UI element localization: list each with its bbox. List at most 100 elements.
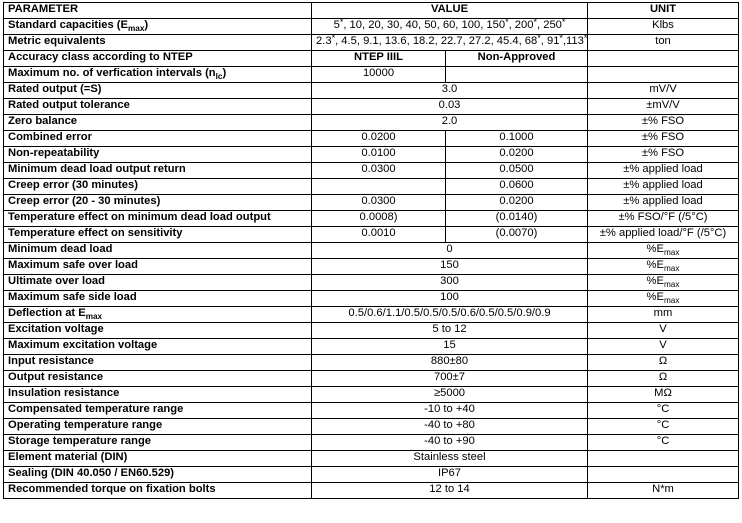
unit-cell: %Emax bbox=[587, 242, 739, 259]
parameter-cell: Non-repeatability bbox=[3, 146, 312, 163]
table-row: Deflection at Emax 0.5/0.6/1.1/0.5/0.5/0.… bbox=[3, 306, 739, 323]
table-row: Input resistance 880±80 Ω bbox=[3, 354, 739, 371]
table-row: Element material (DIN) Stainless steel bbox=[3, 450, 739, 467]
parameter-cell: Creep error (20 - 30 minutes) bbox=[3, 194, 312, 211]
table-row: Temperature effect on sensitivity 0.0010(… bbox=[3, 226, 739, 243]
value-cell-non-approved bbox=[445, 66, 588, 83]
parameter-cell: Accuracy class according to NTEP bbox=[3, 50, 312, 67]
value-cell: 5*, 10, 20, 30, 40, 50, 60, 100, 150*, 2… bbox=[311, 18, 588, 35]
table-row: Non-repeatability 0.0100 0.0200 ±% FSO bbox=[3, 146, 739, 163]
value-cell: IP67 bbox=[311, 466, 588, 483]
table-row: Rated output tolerance 0.03 ±mV/V bbox=[3, 98, 739, 115]
value-cell-non-approved: 0.1000 bbox=[445, 130, 588, 147]
value-cell: 0 bbox=[311, 242, 588, 259]
table-row: Storage temperature range -40 to +90 °C bbox=[3, 434, 739, 451]
unit-cell: ton bbox=[587, 34, 739, 51]
specifications-table: PARAMETER VALUE UNIT Standard capacities… bbox=[3, 2, 739, 499]
unit-cell: ±% applied load bbox=[587, 162, 739, 179]
value-cell-approved: 0.0200 bbox=[311, 130, 446, 147]
table-row: Rated output (=S) 3.0 mV/V bbox=[3, 82, 739, 99]
unit-cell: mm bbox=[587, 306, 739, 323]
value-cell: 150 bbox=[311, 258, 588, 275]
table-row: Metric equivalents 2.3*, 4.5, 9.1, 13.6, … bbox=[3, 34, 739, 51]
value-cell: -10 to +40 bbox=[311, 402, 588, 419]
parameter-cell: Temperature effect on minimum dead load … bbox=[3, 210, 312, 227]
parameter-cell: Temperature effect on sensitivity bbox=[3, 226, 312, 243]
value-cell: 2.0 bbox=[311, 114, 588, 131]
table-row: Recommended torque on fixation bolts 12 t… bbox=[3, 482, 739, 499]
value-cell-non-approved: 0.0200 bbox=[445, 194, 588, 211]
parameter-cell: Operating temperature range bbox=[3, 418, 312, 435]
unit-cell: %Emax bbox=[587, 290, 739, 307]
parameter-cell: Insulation resistance bbox=[3, 386, 312, 403]
unit-cell: Klbs bbox=[587, 18, 739, 35]
value-cell: 5 to 12 bbox=[311, 322, 588, 339]
unit-cell: ±% applied load/°F (/5°C) bbox=[587, 226, 739, 243]
value-cell: 880±80 bbox=[311, 354, 588, 371]
table-row: Combined error 0.0200 0.1000 ±% FSO bbox=[3, 130, 739, 147]
value-cell-approved: 0.0100 bbox=[311, 146, 446, 163]
parameter-cell: Element material (DIN) bbox=[3, 450, 312, 467]
value-cell-non-approved: 0.0500 bbox=[445, 162, 588, 179]
value-cell-approved: 10000 bbox=[311, 66, 446, 83]
table-row: Sealing (DIN 40.050 / EN60.529) IP67 bbox=[3, 466, 739, 483]
column-header-value: VALUE bbox=[311, 2, 588, 19]
unit-cell: mV/V bbox=[587, 82, 739, 99]
parameter-cell: Recommended torque on fixation bolts bbox=[3, 482, 312, 499]
value-cell: 12 to 14 bbox=[311, 482, 588, 499]
column-header-unit: UNIT bbox=[587, 2, 739, 19]
unit-cell: ±% applied load bbox=[587, 194, 739, 211]
unit-cell bbox=[587, 450, 739, 467]
unit-cell: Ω bbox=[587, 370, 739, 387]
unit-cell: ±% FSO/°F (/5°C) bbox=[587, 210, 739, 227]
parameter-cell: Storage temperature range bbox=[3, 434, 312, 451]
parameter-cell: Standard capacities (Emax) bbox=[3, 18, 312, 35]
table-row: Zero balance 2.0 ±% FSO bbox=[3, 114, 739, 131]
parameter-cell: Metric equivalents bbox=[3, 34, 312, 51]
unit-cell: V bbox=[587, 338, 739, 355]
value-cell-non-approved: Non-Approved bbox=[445, 50, 588, 67]
parameter-cell: Rated output tolerance bbox=[3, 98, 312, 115]
parameter-cell: Minimum dead load output return bbox=[3, 162, 312, 179]
value-cell-approved: 0.0300 bbox=[311, 194, 446, 211]
unit-cell: °C bbox=[587, 434, 739, 451]
value-cell: ≥5000 bbox=[311, 386, 588, 403]
parameter-cell: Maximum safe side load bbox=[3, 290, 312, 307]
table-row: Output resistance 700±7 Ω bbox=[3, 370, 739, 387]
value-cell-non-approved: 0.0600 bbox=[445, 178, 588, 195]
table-row: Minimum dead load 0 %Emax bbox=[3, 242, 739, 259]
table-row: Excitation voltage 5 to 12 V bbox=[3, 322, 739, 339]
table-body: Standard capacities (Emax) 5*, 10, 20, 30… bbox=[3, 18, 739, 499]
value-cell-approved: 0.0300 bbox=[311, 162, 446, 179]
value-cell: 2.3*, 4.5, 9.1, 13.6, 18.2, 22.7, 27.2, … bbox=[311, 34, 588, 51]
unit-cell: N*m bbox=[587, 482, 739, 499]
table-row: Creep error (30 minutes) 0.0600 ±% applied… bbox=[3, 178, 739, 195]
table-row: Maximum no. of verfication intervals (nl… bbox=[3, 66, 739, 83]
unit-cell: %Emax bbox=[587, 274, 739, 291]
unit-cell: ±% FSO bbox=[587, 114, 739, 131]
value-cell: 0.5/0.6/1.1/0.5/0.5/0.5/0.6/0.5/0.5/0.9/… bbox=[311, 306, 588, 323]
value-cell-approved bbox=[311, 178, 446, 195]
parameter-cell: Compensated temperature range bbox=[3, 402, 312, 419]
value-cell-non-approved: (0.0140) bbox=[445, 210, 588, 227]
value-cell: 100 bbox=[311, 290, 588, 307]
table-row: Temperature effect on minimum dead load … bbox=[3, 210, 739, 227]
column-header-parameter: PARAMETER bbox=[3, 2, 312, 19]
unit-cell: MΩ bbox=[587, 386, 739, 403]
table-header: PARAMETER VALUE UNIT bbox=[3, 2, 739, 19]
parameter-cell: Combined error bbox=[3, 130, 312, 147]
value-cell-approved: 0.0008) bbox=[311, 210, 446, 227]
value-cell: 0.03 bbox=[311, 98, 588, 115]
unit-cell: ±% FSO bbox=[587, 146, 739, 163]
table-row: Maximum safe over load 150 %Emax bbox=[3, 258, 739, 275]
unit-cell: ±mV/V bbox=[587, 98, 739, 115]
value-cell-approved: 0.0010 bbox=[311, 226, 446, 243]
value-cell: 700±7 bbox=[311, 370, 588, 387]
unit-cell: V bbox=[587, 322, 739, 339]
table-row: Standard capacities (Emax) 5*, 10, 20, 30… bbox=[3, 18, 739, 35]
header-row: PARAMETER VALUE UNIT bbox=[3, 2, 739, 19]
value-cell-non-approved: (0.0070) bbox=[445, 226, 588, 243]
unit-cell: °C bbox=[587, 402, 739, 419]
parameter-cell: Maximum safe over load bbox=[3, 258, 312, 275]
table-row: Minimum dead load output return 0.0300 0.0… bbox=[3, 162, 739, 179]
